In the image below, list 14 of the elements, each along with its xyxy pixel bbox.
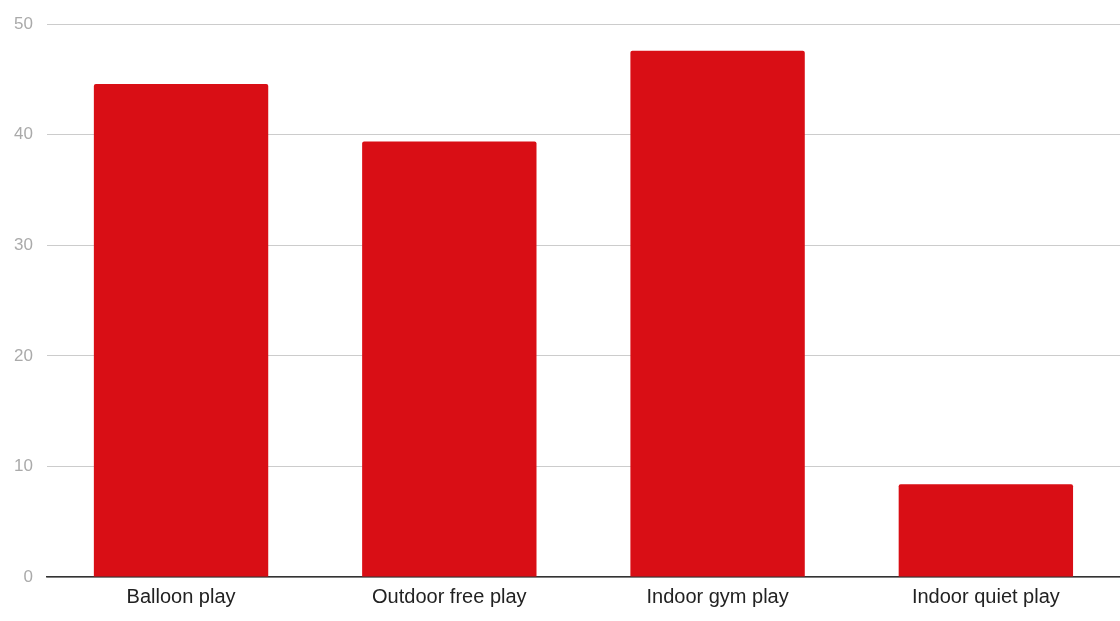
y-tick-label: 40 — [13, 124, 33, 144]
x-tick-label: Indoor quiet play — [911, 584, 1060, 607]
bar — [898, 484, 1074, 577]
y-tick-label: 30 — [13, 235, 33, 255]
y-tick-label: 50 — [13, 13, 33, 33]
x-tick-label: Outdoor free play — [372, 584, 527, 607]
bar — [362, 141, 537, 577]
y-tick-label: 20 — [13, 345, 33, 365]
y-tick-label: 10 — [13, 456, 33, 476]
y-tick-label: 0 — [23, 566, 33, 586]
x-tick-label: Balloon play — [126, 584, 236, 607]
bar — [93, 83, 269, 577]
bar — [630, 50, 805, 577]
x-tick-label: Indoor gym play — [646, 584, 789, 607]
